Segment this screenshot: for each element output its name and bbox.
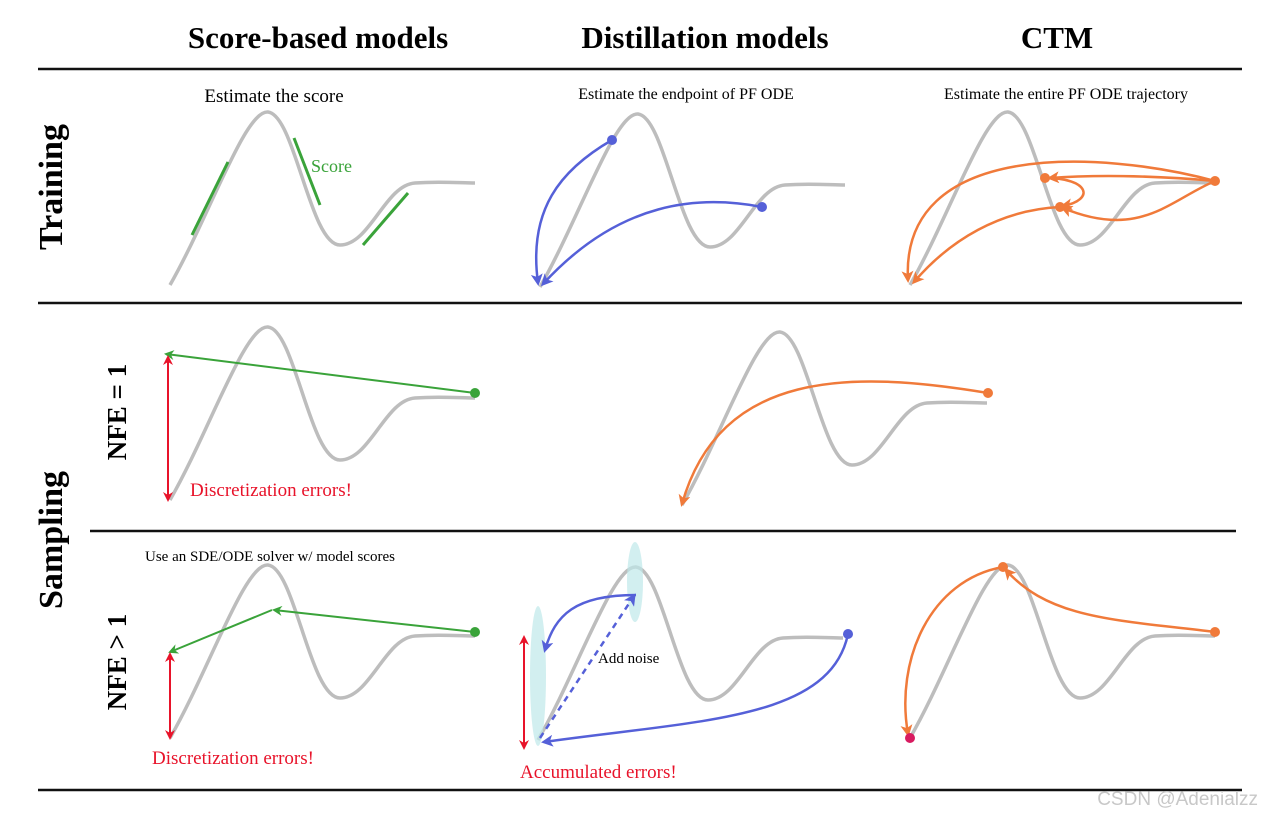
caption: Estimate the score xyxy=(204,86,343,107)
caption: Estimate the endpoint of PF ODE xyxy=(578,86,794,103)
caption: Use an SDE/ODE solver w/ model scores xyxy=(145,549,395,565)
score-jump xyxy=(164,350,476,394)
point xyxy=(998,562,1008,572)
score-label: Score xyxy=(311,156,352,176)
noise-region xyxy=(530,606,546,746)
point xyxy=(905,733,915,743)
error-label: Discretization errors! xyxy=(190,480,352,501)
point xyxy=(470,627,480,637)
score-steps xyxy=(168,605,476,654)
note: Add noise xyxy=(598,651,660,667)
error-label: Discretization errors! xyxy=(152,748,314,769)
row-label: Training xyxy=(33,124,70,250)
ctm-jump xyxy=(678,380,989,507)
ctm-steps xyxy=(900,565,1216,737)
column-title: CTM xyxy=(1021,20,1093,55)
noise-region xyxy=(627,542,643,622)
point xyxy=(1055,202,1065,212)
point xyxy=(470,388,480,398)
sub-row-label: NFE = 1 xyxy=(102,364,132,460)
point xyxy=(1210,176,1220,186)
point xyxy=(607,135,617,145)
ctm-arrows xyxy=(901,160,1216,285)
point xyxy=(983,388,993,398)
sub-row-label: NFE > 1 xyxy=(102,614,132,710)
caption: Estimate the entire PF ODE trajectory xyxy=(944,86,1188,103)
row-label: Sampling xyxy=(33,471,70,609)
point xyxy=(757,202,767,212)
point xyxy=(843,629,853,639)
watermark: CSDN @Adenialzz xyxy=(1097,789,1258,810)
point xyxy=(1210,627,1220,637)
column-title: Distillation models xyxy=(581,20,828,55)
error-label: Accumulated errors! xyxy=(520,762,677,783)
column-title: Score-based models xyxy=(188,20,448,55)
distill-arrows xyxy=(530,138,763,287)
point xyxy=(1040,173,1050,183)
score-tangents xyxy=(190,137,410,246)
distill-steps xyxy=(538,593,850,747)
